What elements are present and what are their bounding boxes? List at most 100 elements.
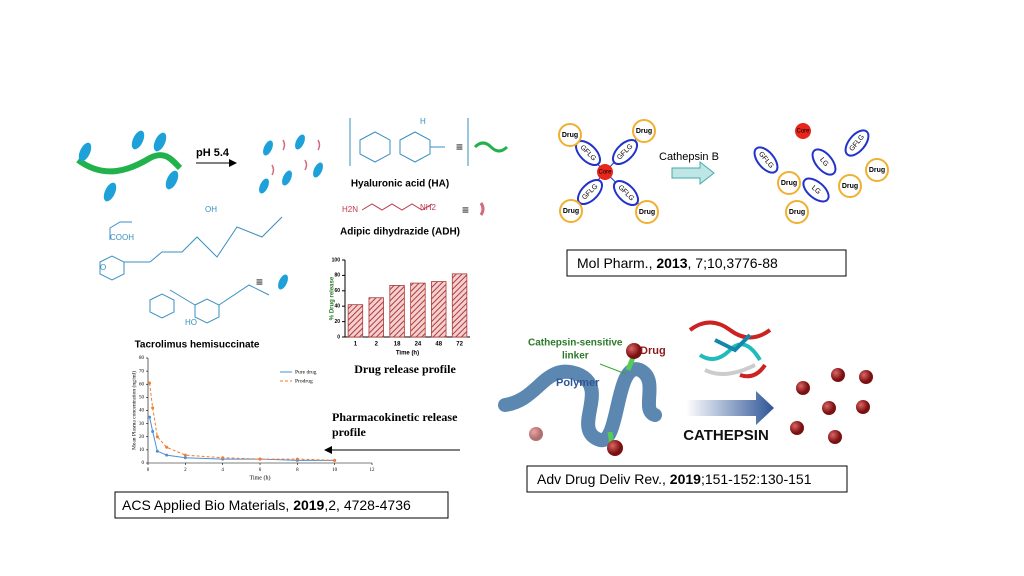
- pk-title: profile: [332, 425, 366, 439]
- core-label: Core: [796, 129, 810, 135]
- drug: [607, 440, 623, 456]
- drug-node: [785, 200, 809, 224]
- linker-node: [844, 129, 870, 157]
- chem-label: O: [100, 263, 106, 272]
- data-point: [151, 406, 155, 410]
- core-node: [795, 123, 811, 139]
- x-tick-label: 6: [259, 468, 262, 473]
- scheme-1: pH 5.4 ≡ ≡ ≡ Hyaluronic acid (HA) Adipic…: [76, 117, 509, 519]
- bar: [389, 285, 405, 338]
- x-tick-label: 8: [296, 468, 299, 473]
- y-tick-label: 50: [139, 396, 145, 401]
- citation-part: Adv Drug Deliv Rev.,: [537, 471, 670, 487]
- x-tick-label: 10: [332, 468, 338, 473]
- y-tick-label: 40: [139, 409, 145, 414]
- drug-label: Drug: [789, 209, 805, 216]
- citation-part: ;151-152:130-151: [701, 471, 812, 487]
- x-tick-label: 72: [456, 342, 463, 348]
- chem-label: H2N: [342, 205, 358, 214]
- chart-title: Drug release profile: [354, 362, 456, 376]
- citation-part: ACS Applied Bio Materials,: [122, 497, 293, 513]
- data-point: [183, 453, 187, 457]
- linker-label: LG: [818, 156, 829, 168]
- bar: [347, 304, 364, 338]
- arrow: [671, 160, 715, 186]
- linker-node: [611, 138, 639, 166]
- polymer: [498, 362, 662, 447]
- citation-year: 2013: [656, 255, 687, 271]
- x-tick-label: 2: [184, 468, 187, 473]
- y-tick-label: 40: [334, 304, 340, 310]
- drug-node: [777, 171, 801, 195]
- ha-symbol: [473, 141, 509, 153]
- citation-part: , 7;10,3776-88: [688, 255, 779, 271]
- adh-fragments: [271, 139, 485, 216]
- data-point: [333, 458, 337, 462]
- drug-label: Drug: [636, 128, 652, 135]
- citation-part: Mol Pharm.,: [577, 255, 656, 271]
- x-axis-label: Time (h): [250, 474, 271, 481]
- drug-node: [635, 200, 659, 224]
- bar: [368, 297, 384, 338]
- linker-node: [612, 179, 640, 207]
- x-tick-label: 18: [394, 342, 401, 348]
- enzyme-label: CATHEPSIN: [683, 427, 769, 444]
- y-tick-label: 100: [332, 257, 341, 263]
- citation-box: [114, 491, 449, 519]
- chem-label: COOH: [110, 233, 134, 242]
- drug-label: Drug: [639, 209, 655, 216]
- drug-label: Drug: [781, 180, 797, 187]
- linker-node: [802, 177, 830, 203]
- drug: [529, 427, 543, 441]
- linker-label: Cathepsin-sensitive: [528, 338, 623, 349]
- polymer-label: Polymer: [556, 377, 600, 389]
- released-drugs: [790, 368, 873, 444]
- data-point: [155, 449, 159, 453]
- data-point: [151, 430, 155, 433]
- adh-structure: [361, 203, 433, 211]
- drug-node: [632, 119, 656, 143]
- arrow: [686, 391, 774, 425]
- trigger-label: pH 5.4: [196, 147, 230, 159]
- core-node: [597, 164, 613, 180]
- linker-label: LG: [810, 185, 822, 196]
- data-point: [155, 435, 159, 439]
- chem-label: H: [420, 117, 426, 126]
- drug-node: [559, 199, 583, 223]
- citation-part: ,2, 4728-4736: [324, 497, 411, 513]
- drug-node: [865, 158, 889, 182]
- citation: Adv Drug Deliv Rev., 2019;151-152:130-15…: [537, 471, 812, 487]
- data-point: [165, 453, 169, 457]
- y-tick-label: 30: [139, 422, 145, 427]
- data-point: [148, 381, 152, 385]
- legend-label: Pure drug: [295, 369, 317, 375]
- ha-label: Hyaluronic acid (HA): [351, 179, 449, 190]
- data-point: [183, 456, 187, 460]
- enzyme-label: Cathepsin B: [659, 151, 719, 163]
- drug-label: Tacrolimus hemisuccinate: [135, 340, 260, 351]
- scheme-3: Cathepsin-sensitive linker Drug Polymer …: [498, 320, 873, 493]
- equiv: ≡: [256, 275, 263, 289]
- citation: Mol Pharm., 2013, 7;10,3776-88: [577, 255, 778, 271]
- equiv: ≡: [462, 203, 469, 217]
- ha-structure: [349, 118, 469, 166]
- pointer: [599, 363, 627, 375]
- x-axis-label: Time (h): [396, 351, 419, 357]
- y-tick-label: 20: [139, 435, 145, 440]
- citation-year: 2019: [670, 471, 701, 487]
- drug-label: Drug: [869, 167, 885, 174]
- x-tick-label: 4: [221, 468, 224, 473]
- x-tick-label: 1: [354, 342, 358, 348]
- scheme-2: Cathepsin B Mol Pharm., 2013, 7;10,3776-…: [558, 119, 889, 277]
- drug: [626, 343, 642, 359]
- y-tick-label: 60: [139, 382, 145, 387]
- x-tick-label: 2: [375, 342, 379, 348]
- drug-label: Drug: [640, 345, 666, 357]
- drug-node: [838, 174, 862, 198]
- chem-label: NH2: [420, 203, 437, 212]
- data-point: [165, 445, 169, 449]
- bar: [431, 281, 447, 338]
- linker-label: linker: [562, 351, 589, 362]
- data-point: [148, 415, 152, 419]
- drug-node: [558, 123, 582, 147]
